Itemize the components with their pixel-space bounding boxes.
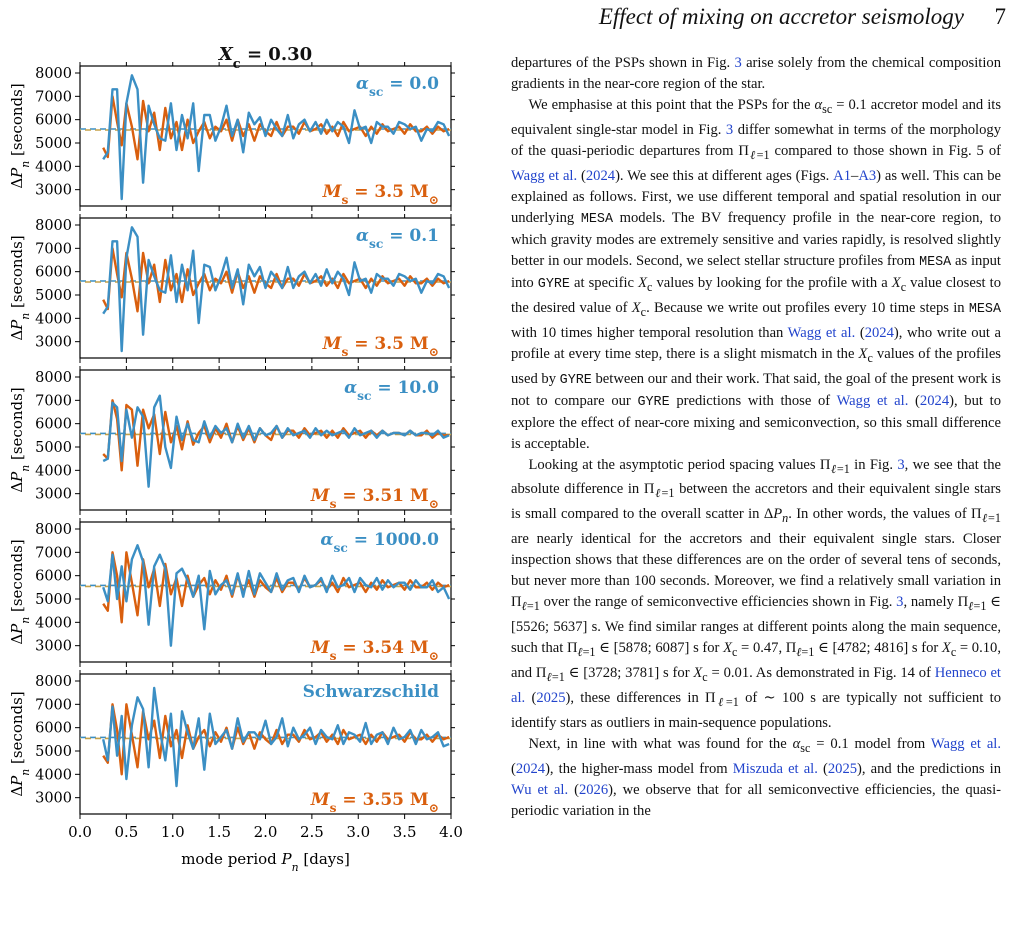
- x-tick-label: 1.5: [207, 823, 231, 841]
- y-tick-label: 6000: [35, 265, 72, 281]
- y-tick-label: 8000: [35, 218, 72, 234]
- citation-year[interactable]: 2026: [578, 781, 609, 798]
- citation-wu[interactable]: Wu et al.: [511, 781, 569, 798]
- y-tick-label: 5000: [35, 136, 72, 152]
- fig-ref[interactable]: A1: [833, 167, 852, 184]
- citation-wagg[interactable]: Wagg et al.: [511, 167, 578, 184]
- citation-year[interactable]: 2024: [919, 392, 950, 409]
- mass-label: Ms = 3.5 M⊙: [322, 182, 439, 207]
- citation-wagg[interactable]: Wagg et al.: [930, 735, 1002, 752]
- y-tick-label: 4000: [35, 615, 72, 631]
- x-tick-label: 3.5: [393, 823, 417, 841]
- figure: Xc = 0.30 3000 4000 5000 6000 7000 8000 ΔPn [se…: [0, 44, 490, 928]
- y-tick-label: 3000: [35, 639, 72, 655]
- accretor-series: [102, 394, 450, 488]
- y-tick-label: 3000: [35, 335, 72, 351]
- y-tick-label: 4000: [35, 311, 72, 327]
- y-tick-label: 6000: [35, 721, 72, 737]
- x-tick-label: 2.0: [254, 823, 278, 841]
- y-tick-label: 8000: [35, 370, 72, 386]
- y-tick-label: 7000: [35, 697, 72, 713]
- paragraph-1: departures of the PSPs shown in Fig. 3 a…: [511, 55, 1001, 92]
- text-column: departures of the PSPs shown in Fig. 3 a…: [511, 53, 1001, 822]
- panel-label: αsc = 0.0: [356, 74, 439, 99]
- citation-henneco[interactable]: Henneco et al.: [511, 665, 1001, 706]
- x-tick-label: 0.5: [114, 823, 138, 841]
- y-tick-label: 4000: [35, 767, 72, 783]
- y-tick-label: 3000: [35, 791, 72, 807]
- fig-ref[interactable]: 3: [896, 594, 904, 611]
- panel-label: αsc = 0.1: [356, 226, 439, 251]
- y-tick-label: 7000: [35, 89, 72, 105]
- y-tick-label: 8000: [35, 522, 72, 538]
- mass-label: Ms = 3.51 M⊙: [310, 486, 439, 511]
- x-tick-label: 1.0: [161, 823, 185, 841]
- accretor-series: [102, 226, 451, 353]
- citation-wagg[interactable]: Wagg et al.: [836, 392, 909, 409]
- y-axis-label: ΔPn [seconds]: [8, 83, 32, 188]
- citation-year[interactable]: 2024: [515, 760, 546, 777]
- citation-year[interactable]: 2024: [585, 167, 616, 184]
- panel-label: Schwarzschild: [303, 682, 439, 702]
- mass-label: Ms = 3.5 M⊙: [322, 334, 439, 359]
- y-tick-label: 5000: [35, 592, 72, 608]
- y-tick-label: 7000: [35, 393, 72, 409]
- y-tick-label: 5000: [35, 744, 72, 760]
- mass-label: Ms = 3.54 M⊙: [310, 638, 439, 663]
- y-tick-label: 3000: [35, 487, 72, 503]
- citation-miszuda[interactable]: Miszuda et al.: [732, 760, 818, 777]
- page-header: Effect of mixing on accretor seismology …: [0, 0, 1020, 36]
- y-tick-label: 8000: [35, 674, 72, 690]
- x-tick-label: 2.5: [300, 823, 324, 841]
- y-tick-label: 4000: [35, 159, 72, 175]
- accretor-series: [102, 544, 451, 647]
- y-axis-label: ΔPn [seconds]: [8, 387, 32, 492]
- y-tick-label: 6000: [35, 417, 72, 433]
- y-tick-label: 6000: [35, 569, 72, 585]
- y-tick-label: 3000: [35, 183, 72, 199]
- y-tick-label: 5000: [35, 440, 72, 456]
- y-tick-label: 4000: [35, 463, 72, 479]
- paragraph-2: We emphasise at this point that the PSPs…: [511, 97, 1002, 452]
- y-tick-label: 8000: [35, 66, 72, 82]
- citation-year[interactable]: 2025: [536, 689, 566, 706]
- accretor-series: [102, 686, 450, 788]
- page-number: 7: [994, 4, 1007, 29]
- citation-year[interactable]: 2025: [827, 760, 858, 777]
- figure-title: Xc = 0.30: [218, 44, 312, 72]
- y-tick-label: 7000: [35, 545, 72, 561]
- paragraph-3: Looking at the asymptotic period spacing…: [511, 456, 1001, 731]
- fig-ref[interactable]: A3: [858, 167, 877, 184]
- accretor-series: [102, 74, 451, 201]
- panel-label: αsc = 10.0: [344, 378, 439, 403]
- y-tick-label: 6000: [35, 113, 72, 129]
- paragraph-4: Next, in line with what was found for th…: [511, 735, 1002, 819]
- citation-wagg[interactable]: Wagg et al.: [787, 324, 856, 341]
- y-axis-label: ΔPn [seconds]: [8, 539, 32, 644]
- running-title: Effect of mixing on accretor seismology: [598, 4, 964, 29]
- panel-label: αsc = 1000.0: [320, 530, 439, 555]
- x-tick-label: 4.0: [439, 823, 463, 841]
- x-axis-label: mode period Pn [days]: [181, 850, 350, 874]
- fig-ref[interactable]: 3: [734, 55, 742, 71]
- mass-label: Ms = 3.55 M⊙: [310, 790, 439, 815]
- x-tick-label: 0.0: [68, 823, 92, 841]
- citation-year[interactable]: 2024: [864, 324, 894, 341]
- fig-ref[interactable]: 3: [897, 456, 905, 473]
- fig-ref[interactable]: 3: [725, 121, 734, 138]
- y-tick-label: 5000: [35, 288, 72, 304]
- y-axis-label: ΔPn [seconds]: [8, 235, 32, 340]
- x-tick-label: 3.0: [346, 823, 370, 841]
- y-axis-label: ΔPn [seconds]: [8, 691, 32, 796]
- y-tick-label: 7000: [35, 241, 72, 257]
